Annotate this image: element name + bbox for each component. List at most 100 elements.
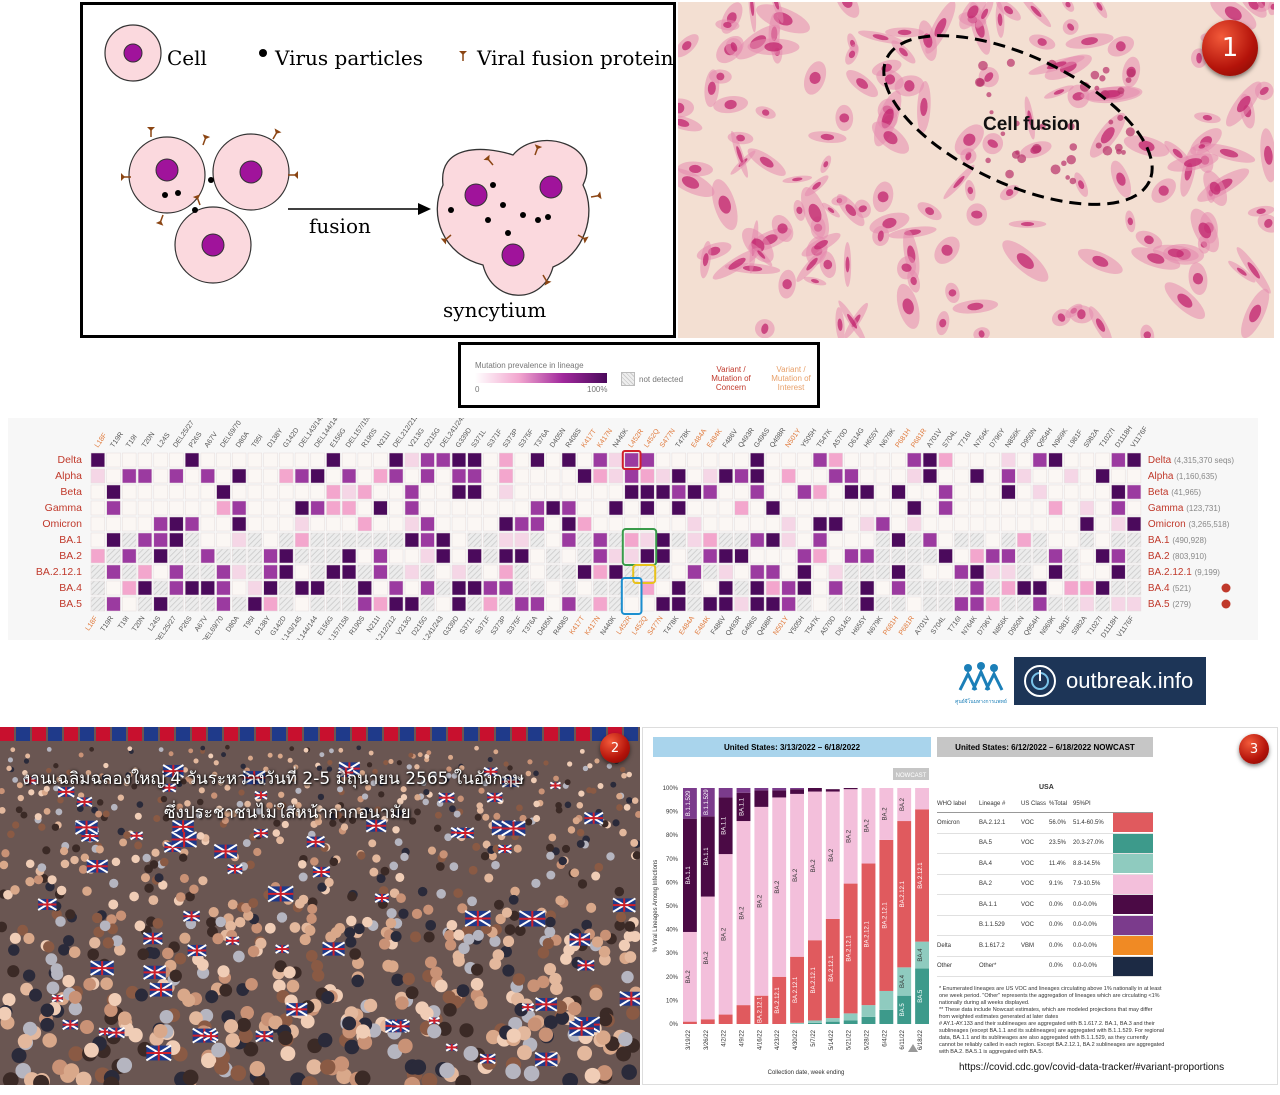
heatmap-cell (750, 468, 765, 484)
bar-segment (897, 788, 912, 822)
heatmap-cell (687, 532, 702, 548)
heatmap-cell (860, 452, 875, 468)
heatmap-cell (734, 468, 749, 484)
bar-segment (897, 821, 912, 968)
heatmap-cell (624, 484, 639, 500)
heatmap-cell (687, 452, 702, 468)
heatmap-cell (718, 596, 733, 612)
crowd-scene (0, 727, 640, 1085)
heatmap-cell (1111, 484, 1126, 500)
bar-segment (736, 788, 751, 793)
heatmap-cell (1064, 532, 1079, 548)
heatmap-cell (812, 596, 828, 612)
heatmap-cell (1095, 596, 1110, 612)
heatmap-cell (1017, 468, 1032, 484)
heatmap-cell (90, 452, 105, 468)
heatmap-cell (1064, 484, 1079, 500)
cdc-url[interactable]: https://covid.cdc.gov/covid-data-tracker… (959, 1062, 1225, 1073)
bar-segment (915, 809, 929, 942)
heatmap-cell (1095, 564, 1110, 580)
heatmap-cell (640, 500, 655, 516)
heatmap-cell (750, 580, 765, 596)
heatmap-cell (671, 500, 686, 516)
heatmap-cell (326, 596, 341, 612)
mutation-label-bottom: S704L (930, 615, 947, 636)
bar-segment-label: BA.2.12.1 (811, 967, 817, 994)
bar-segment-label: BA.2 (722, 927, 728, 941)
heatmap-cell (310, 564, 325, 580)
mutation-label-bottom: N969K (1039, 615, 1057, 637)
heatmap-cell (1048, 564, 1063, 580)
heatmap-cell (294, 484, 310, 500)
heatmap-cell (483, 516, 498, 532)
heatmap-cell (922, 516, 938, 532)
heatmap-cell (1017, 484, 1032, 500)
heatmap-cell (907, 564, 922, 580)
syncytium-cell (436, 139, 603, 296)
outbreak-logo-text: outbreak.info (1066, 668, 1194, 693)
heatmap-cell (718, 500, 733, 516)
heatmap-cell (577, 580, 592, 596)
heatmap-cell (781, 564, 796, 580)
heatmap-cell (938, 596, 953, 612)
bar-segment (825, 791, 840, 919)
heatmap-cell (703, 452, 718, 468)
heatmap-cell (1126, 564, 1142, 580)
heatmap-cell (734, 500, 749, 516)
heatmap-cell (781, 580, 796, 596)
table-cell-cls: VOC (1021, 901, 1035, 908)
heatmap-cell (671, 564, 686, 580)
heatmap-cell (279, 516, 294, 532)
bar-segment-label: BA.2.12.1 (882, 902, 888, 929)
heatmap-cell (954, 516, 969, 532)
heatmap-cell (404, 580, 419, 596)
heatmap-cell (310, 548, 325, 564)
heatmap-cell (750, 564, 765, 580)
x-tick-label: 5/21/22 (847, 1029, 853, 1050)
heatmap-cell (655, 468, 671, 484)
info-icon[interactable] (1221, 583, 1231, 593)
heatmap-cell (357, 452, 372, 468)
heatmap-cell (436, 468, 451, 484)
mutation-label-bottom: S373P (490, 615, 508, 637)
heatmap-cell (687, 516, 702, 532)
heatmap-cell (90, 500, 105, 516)
bar-segment (772, 976, 787, 1024)
mutation-label-top: T547K (816, 428, 834, 449)
heatmap-cell (624, 516, 639, 532)
heatmap-cell (1079, 564, 1095, 580)
heatmap-cell (483, 484, 498, 500)
heatmap-cell (907, 452, 922, 468)
heatmap-cell (1048, 500, 1063, 516)
heatmap-cell (546, 532, 561, 548)
heatmap-cell (969, 580, 985, 596)
heatmap-cell (373, 516, 388, 532)
heatmap-cell (655, 516, 671, 532)
y-tick-label: 90% (666, 810, 679, 816)
y-tick-label: 10% (666, 998, 679, 1004)
heatmap-cell (593, 452, 608, 468)
heatmap-cell (200, 580, 215, 596)
heatmap-cell (1079, 596, 1095, 612)
heatmap-cell (860, 468, 875, 484)
lineage-label-right: BA.5 (279) (1148, 599, 1191, 610)
outbreak-logo-icon (1024, 665, 1056, 697)
heatmap-cell (765, 580, 781, 596)
heatmap-cell (891, 452, 906, 468)
lineage-color-swatch (1113, 956, 1153, 976)
info-icon[interactable] (1221, 599, 1231, 609)
heatmap-cell (875, 500, 890, 516)
heatmap-cell (1001, 484, 1016, 500)
mutation-label-bottom: A701V (914, 615, 932, 637)
heatmap-cell (310, 452, 325, 468)
mutation-label-top: S704L (942, 428, 959, 449)
heatmap-cell (907, 532, 922, 548)
heatmap-cell (671, 532, 686, 548)
lineage-label-left: BA.1 (59, 534, 82, 546)
heatmap-cell (812, 484, 828, 500)
heatmap-cell (341, 468, 357, 484)
bar-segment-label: BA.2.12.1 (793, 976, 799, 1003)
heatmap-cell (655, 500, 671, 516)
heatmap-cell (90, 580, 105, 596)
mutation-label-bottom: Q954H (1023, 615, 1041, 637)
